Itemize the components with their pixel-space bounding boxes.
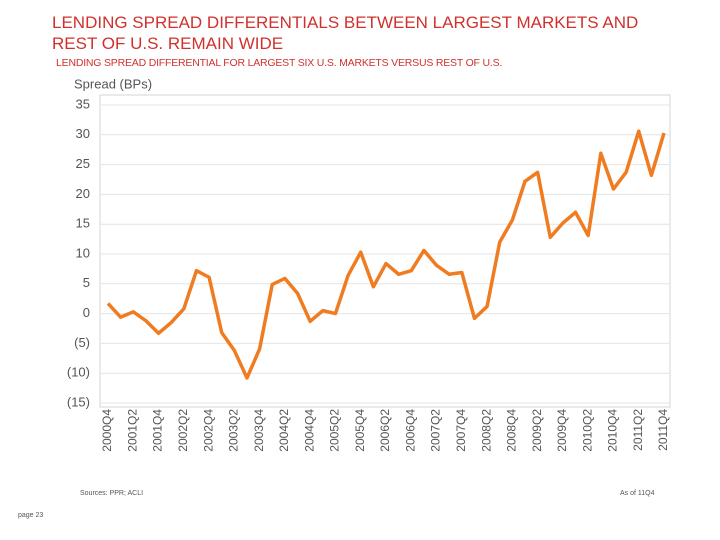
x-tick-label: 2008Q4 (505, 409, 519, 452)
x-tick-label: 2006Q4 (403, 409, 417, 452)
x-tick-label: 2001Q2 (125, 409, 139, 452)
y-tick-label: 30 (76, 126, 90, 141)
x-tick-label: 2005Q4 (353, 409, 367, 452)
chart-subtitle: LENDING SPREAD DIFFERENTIAL FOR LARGEST … (56, 57, 503, 69)
x-tick-label: 2006Q2 (378, 409, 392, 452)
y-tick-label: (15) (67, 394, 90, 409)
y-tick-label: 35 (76, 96, 90, 111)
x-tick-label: 2002Q2 (176, 409, 190, 452)
x-tick-label: 2007Q2 (429, 409, 443, 452)
x-tick-label: 2011Q2 (631, 409, 645, 451)
x-tick-label: 2001Q4 (151, 409, 165, 452)
y-tick-label: 25 (76, 156, 90, 171)
y-tick-label: 20 (76, 186, 90, 201)
x-tick-label: 2009Q4 (555, 409, 569, 452)
x-tick-label: 2011Q4 (656, 409, 670, 451)
x-tick-label: 2004Q4 (302, 409, 316, 452)
x-tick-label: 2007Q4 (454, 409, 468, 452)
x-tick-label: 2010Q2 (580, 409, 594, 452)
source: Sources: PPR; ACLI (80, 490, 143, 497)
chart-title: LENDING SPREAD DIFFERENTIALS BETWEEN LAR… (52, 13, 639, 53)
y-tick-label: (5) (74, 335, 90, 350)
x-tick-label: 2003Q4 (252, 409, 266, 452)
data-line (106, 129, 666, 380)
x-tick-label: 2000Q4 (100, 409, 114, 452)
y-tick-label: 10 (76, 245, 90, 260)
x-tick-label: 2005Q2 (328, 409, 342, 452)
x-tick-label: 2003Q2 (227, 409, 241, 452)
x-tick-label: 2002Q4 (201, 409, 215, 452)
y-tick-label: 5 (83, 275, 90, 290)
x-tick-label: 2010Q4 (606, 409, 620, 452)
y-tick-label: (10) (67, 365, 90, 380)
y-axis-label: Spread (BPs) (74, 76, 152, 91)
plot-frame (99, 94, 671, 408)
note: As of 11Q4 (620, 490, 655, 497)
page-number: page 23 (18, 512, 43, 519)
y-tick-label: 15 (76, 216, 90, 231)
y-tick-label: 0 (83, 305, 90, 320)
x-tick-label: 2009Q2 (530, 409, 544, 452)
x-tick-label: 2004Q2 (277, 409, 291, 452)
x-tick-label: 2008Q2 (479, 409, 493, 452)
